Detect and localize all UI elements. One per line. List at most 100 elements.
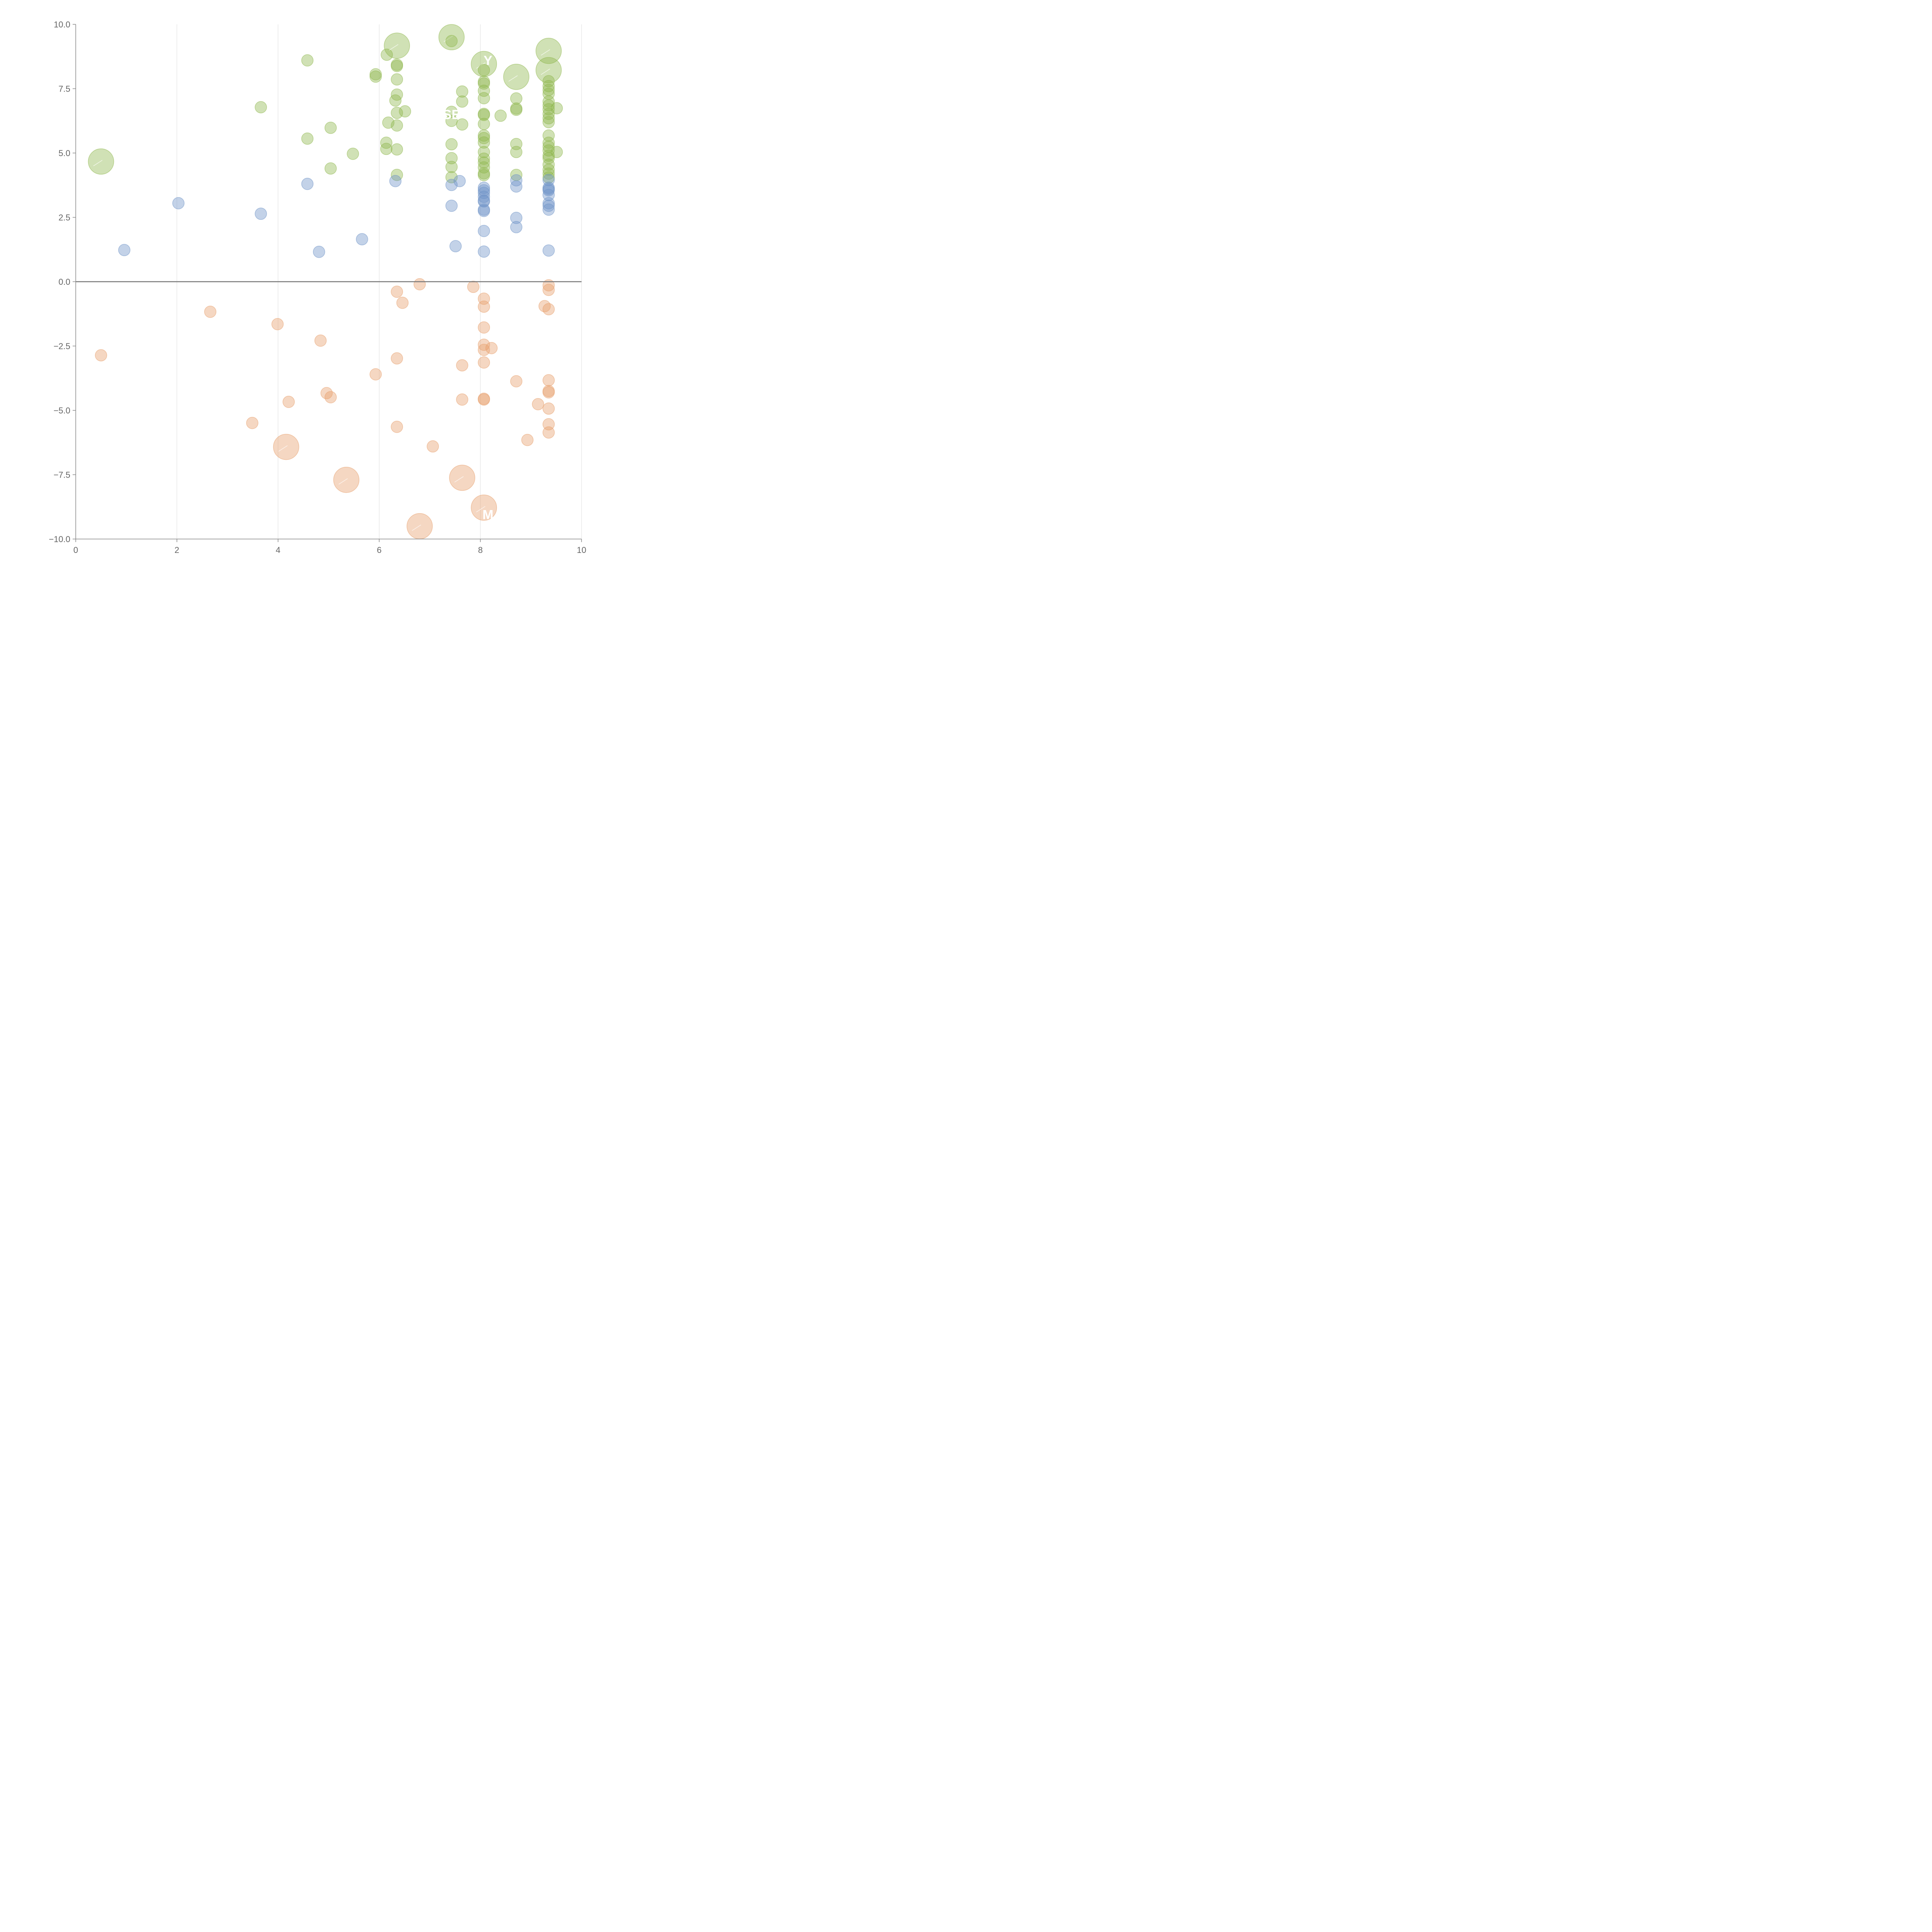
data-point [273,434,299,460]
data-point [445,35,458,48]
data-point [543,426,555,439]
data-point [381,48,393,61]
data-point [271,318,284,330]
axes: −10.0 −7.5 −5.0 −2.5 0.0 2.5 5.0 7.5 10.0 0 2 4 6 8 10 [49,20,586,555]
data-point [467,281,480,293]
data-point [399,105,411,117]
data-point-leader [541,49,550,56]
data-point [510,174,522,187]
data-point [391,60,403,72]
data-point [449,240,462,252]
data-point [453,175,466,187]
data-point [510,375,522,388]
data-point [445,161,458,173]
x-tick-label: 8 [478,545,483,555]
data-point [543,402,555,415]
data-point-leader [93,160,103,167]
data-point [478,92,490,104]
data-point [478,117,490,130]
data-point [456,85,468,98]
y-tick-label: −10.0 [49,534,70,544]
data-point [324,391,337,403]
data-point [478,146,490,158]
data-point-leader [541,68,550,75]
data-point [301,132,314,145]
data-point [536,57,562,83]
data-point [551,146,563,158]
data-point-leader [508,75,518,82]
data-point [503,64,529,90]
data-point [478,129,490,142]
data-point [478,393,490,406]
data-point-leader [338,478,348,485]
y-tick-label: 2.5 [58,213,70,223]
y-tick-label: −5.0 [54,406,70,415]
data-point [538,300,551,313]
data-point [551,102,563,114]
data-point [532,398,544,410]
data-point [543,167,555,180]
data-point [333,467,360,493]
data-point [204,306,216,318]
x-tick-label: 4 [276,545,280,555]
data-point [391,168,403,181]
data-point [445,179,458,191]
data-point [510,212,522,224]
x-tick-label: 2 [175,545,179,555]
data-point [543,103,555,116]
y-tick-label: 7.5 [58,84,70,94]
data-point [478,85,490,97]
data-point [510,146,522,158]
data-point-leader [389,44,398,51]
data-point [471,51,497,77]
data-point [543,149,555,162]
data-point [369,70,382,83]
data-point [510,104,522,116]
data-point [478,344,490,356]
data-point [449,464,475,491]
data-point [478,300,490,313]
data-point [445,138,458,151]
data-point [478,136,490,149]
data-point [543,197,555,209]
data-point [88,148,114,175]
data-point-leader [444,36,453,42]
data-point [485,342,498,354]
y-tick-label: −7.5 [54,470,70,480]
data-point [478,338,490,351]
data-point [391,286,403,298]
data-point [543,203,555,216]
bubble-annotations: SE Y M [443,53,493,522]
y-tick-label: 5.0 [58,148,70,158]
data-point [478,205,490,217]
data-point [95,349,107,362]
data-point [438,24,465,51]
data-point [471,494,497,521]
data-point [543,303,555,316]
bubble-annotation: M [483,508,493,522]
data-point [456,118,468,131]
x-tick-label: 0 [73,545,78,555]
data-point [478,169,490,182]
data-point [543,75,555,87]
data-point [391,420,403,433]
x-tick-label: 10 [577,545,586,555]
data-point [389,175,402,187]
data-point [478,109,490,121]
data-point [456,393,468,406]
data-point [521,434,534,446]
data-point [406,513,433,539]
data-point [494,109,507,122]
data-point [543,184,555,197]
x-tick-label: 6 [377,545,381,555]
data-point [369,368,382,381]
y-tick-label: −2.5 [54,342,70,351]
data-point [389,94,402,107]
data-point [445,199,458,212]
data-point [445,105,458,118]
data-point [380,143,393,155]
data-point [478,184,490,197]
data-point [391,352,403,365]
data-point [543,279,555,292]
y-tick-label: 10.0 [54,20,70,29]
